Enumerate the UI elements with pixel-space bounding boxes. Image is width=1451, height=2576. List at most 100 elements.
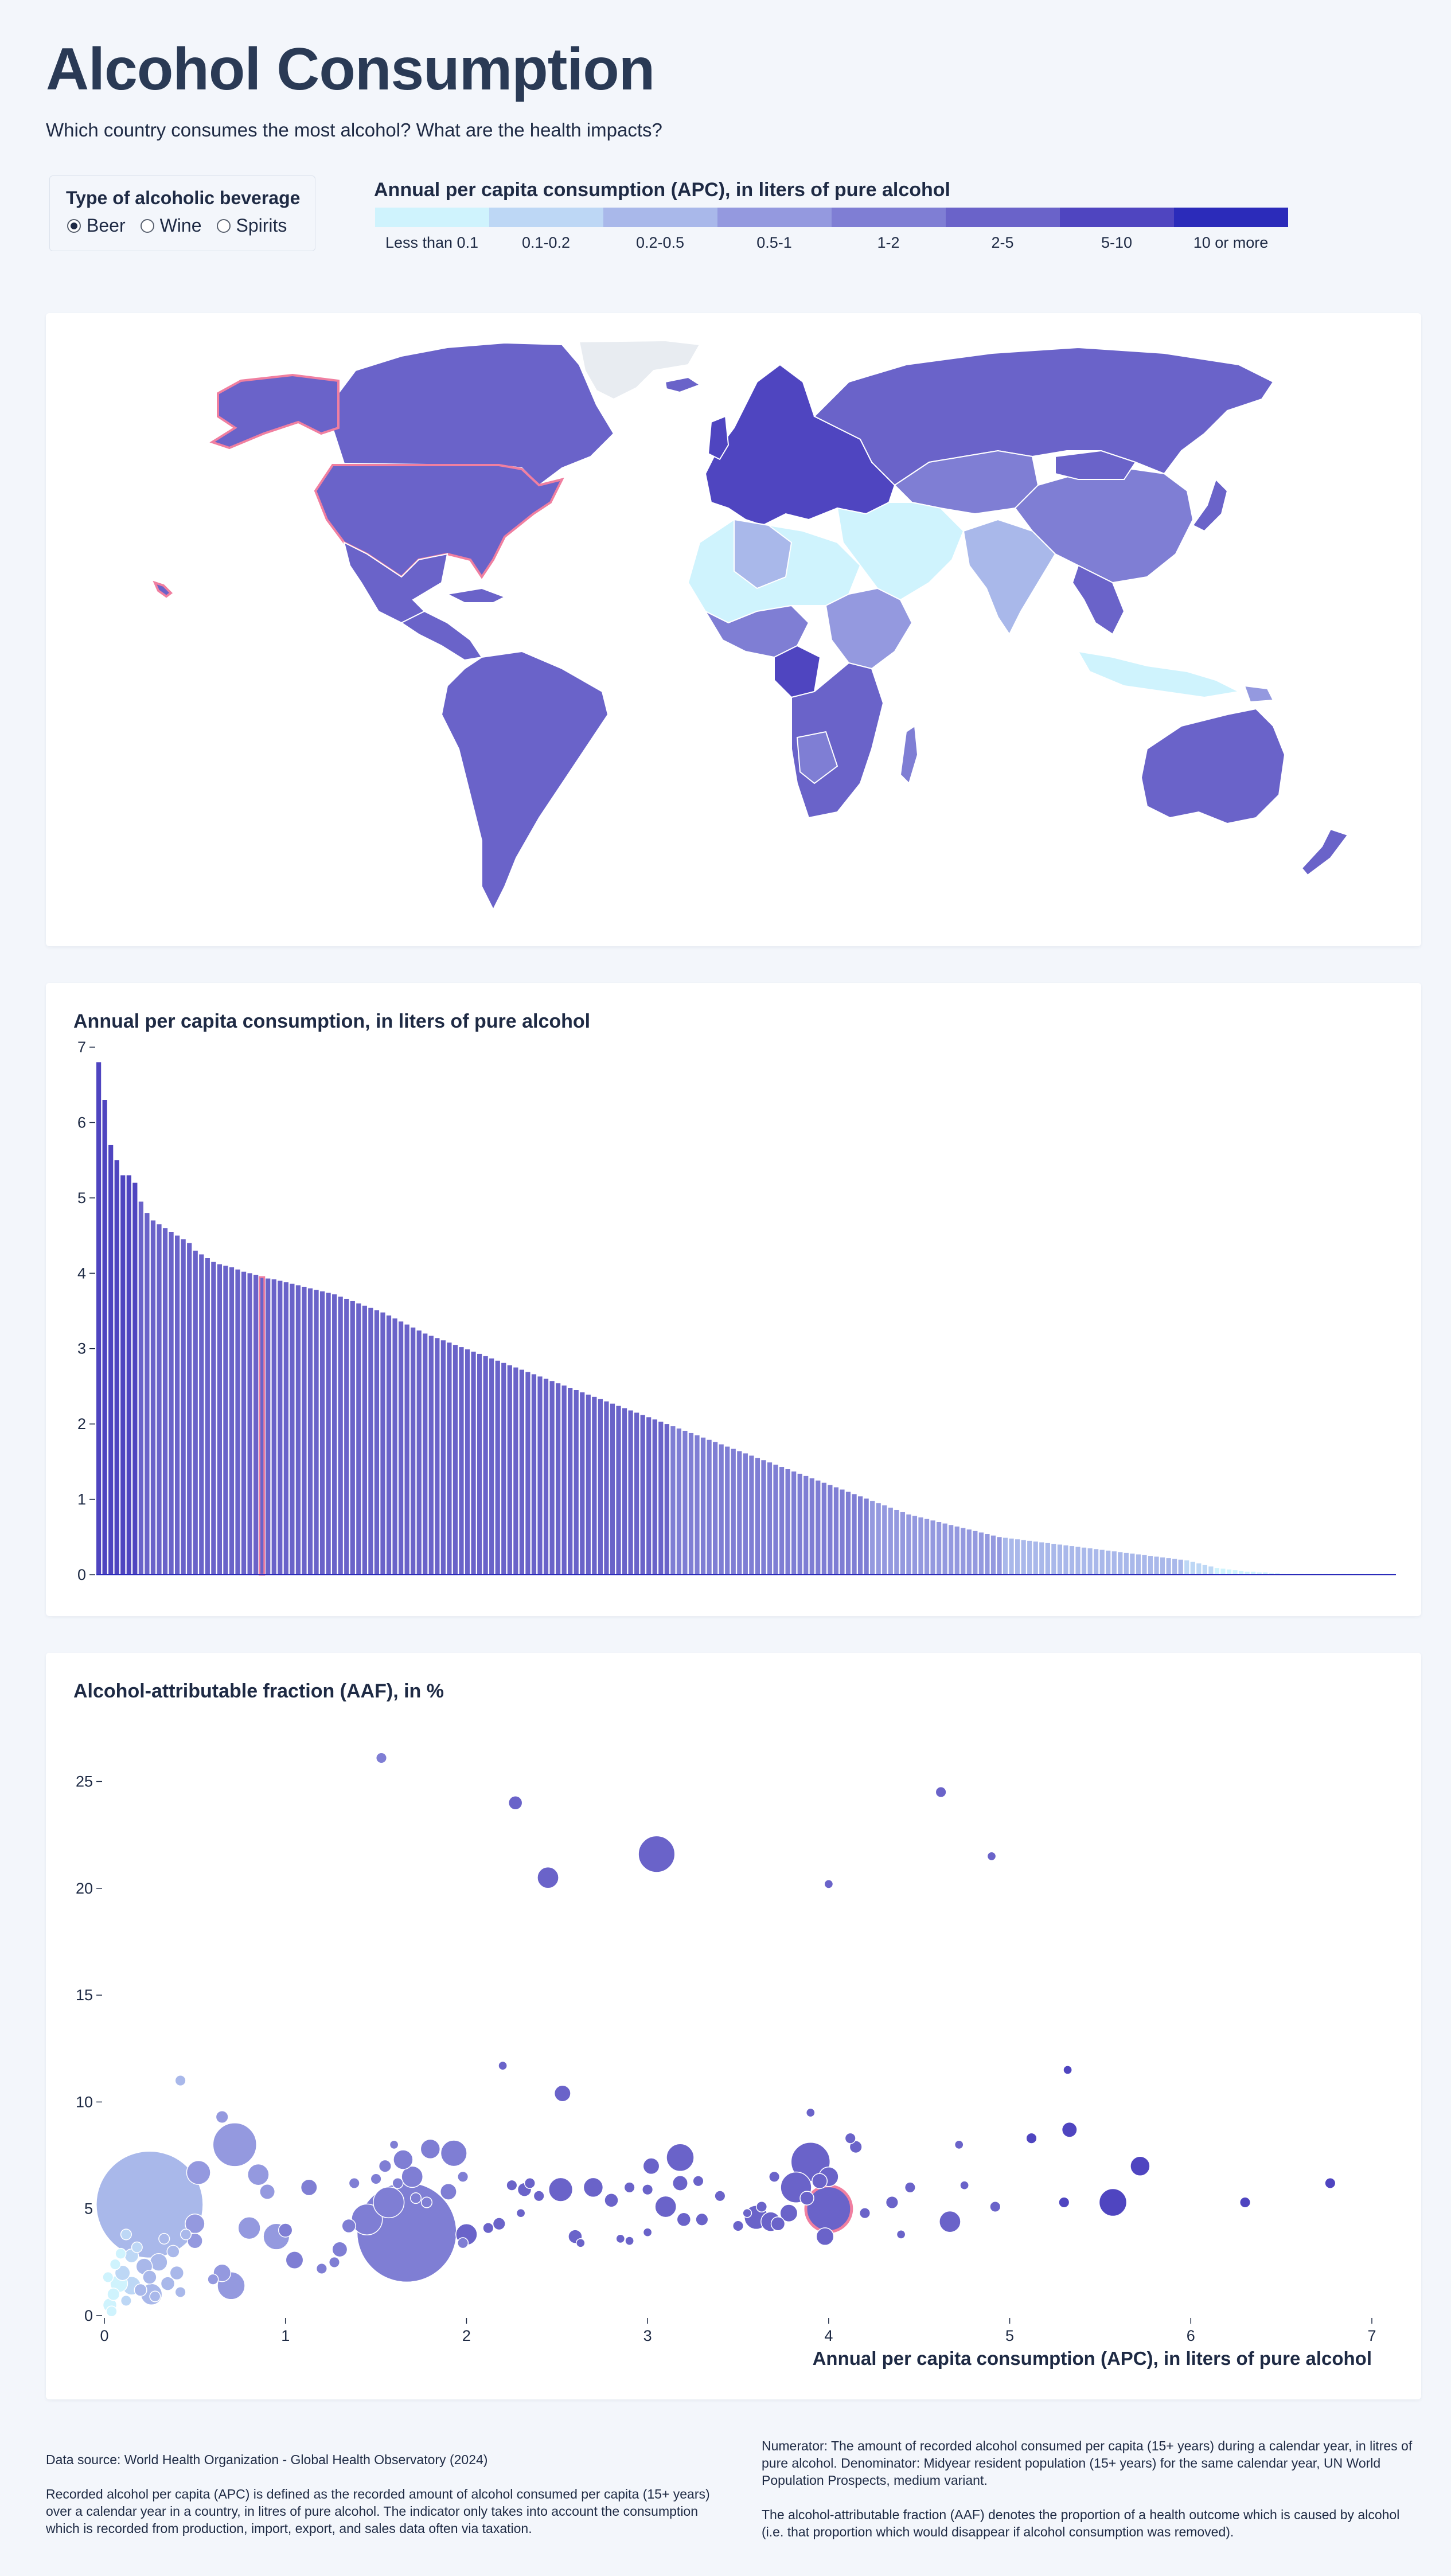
bubble[interactable] [954, 2140, 964, 2150]
bar[interactable] [580, 1392, 585, 1575]
bar[interactable] [241, 1271, 247, 1575]
bubble[interactable] [375, 1752, 388, 1764]
bubble[interactable] [134, 2283, 147, 2297]
bar[interactable] [616, 1406, 621, 1575]
bar[interactable] [217, 1264, 223, 1575]
radio-wine-indicator[interactable] [140, 218, 154, 233]
bubble[interactable] [114, 2265, 131, 2281]
bar[interactable] [1142, 1555, 1147, 1575]
bar[interactable] [821, 1482, 826, 1575]
bar[interactable] [362, 1305, 367, 1575]
bar[interactable] [447, 1342, 452, 1575]
bubble-highlighted[interactable] [804, 2184, 853, 2234]
bubble[interactable] [904, 2181, 916, 2193]
bar[interactable] [1033, 1541, 1038, 1575]
bar[interactable] [592, 1396, 597, 1575]
bubble[interactable] [207, 2273, 219, 2285]
bar[interactable] [374, 1310, 380, 1575]
bar[interactable] [761, 1460, 766, 1575]
bubble[interactable] [186, 2232, 203, 2249]
bar[interactable] [628, 1410, 633, 1575]
bubble[interactable] [169, 2265, 185, 2281]
bar[interactable] [319, 1291, 325, 1575]
bubble[interactable] [714, 2190, 726, 2202]
bar[interactable] [392, 1318, 397, 1575]
bubble[interactable] [393, 2149, 414, 2170]
bubble[interactable] [666, 2143, 695, 2172]
radio-beer[interactable]: Beer [67, 215, 126, 236]
bubble[interactable] [212, 2122, 258, 2167]
bar[interactable] [495, 1360, 500, 1575]
map-region-central-america[interactable] [400, 610, 483, 661]
bar[interactable] [1003, 1537, 1008, 1575]
bubble[interactable] [849, 2140, 863, 2154]
bubble[interactable] [769, 2171, 781, 2183]
bubble[interactable] [1058, 2196, 1070, 2208]
bar[interactable] [229, 1267, 235, 1575]
map-country-madagascar[interactable] [899, 725, 919, 784]
bar[interactable] [785, 1469, 790, 1575]
map-region-middle-east[interactable] [836, 502, 965, 601]
bubble[interactable] [120, 2228, 132, 2241]
map-region-south-america[interactable] [440, 650, 609, 911]
bar[interactable] [803, 1476, 809, 1575]
bubble[interactable] [1098, 2188, 1128, 2217]
bubble[interactable] [439, 2183, 457, 2200]
bubble[interactable] [939, 2210, 961, 2233]
bar[interactable] [423, 1333, 428, 1575]
bar[interactable] [961, 1528, 966, 1575]
bar[interactable] [96, 1062, 102, 1575]
bar[interactable] [664, 1424, 669, 1575]
bar[interactable] [199, 1254, 204, 1575]
bubble[interactable] [533, 2190, 545, 2202]
bubble[interactable] [755, 2200, 768, 2213]
bubble[interactable] [373, 2186, 405, 2219]
bubble[interactable] [742, 2208, 752, 2218]
bar[interactable] [713, 1442, 718, 1575]
bar[interactable] [1251, 1571, 1256, 1575]
bar[interactable] [537, 1376, 543, 1575]
bar[interactable] [501, 1363, 506, 1575]
bar[interactable] [640, 1415, 645, 1575]
bar[interactable] [549, 1381, 555, 1575]
bar[interactable] [271, 1279, 276, 1575]
bar[interactable] [1172, 1559, 1177, 1575]
bubble[interactable] [440, 2140, 467, 2167]
bubble[interactable] [692, 2175, 704, 2187]
bar[interactable] [1245, 1571, 1250, 1575]
bubble[interactable] [623, 2181, 635, 2193]
bar[interactable] [1027, 1540, 1032, 1575]
bar[interactable] [1124, 1552, 1129, 1575]
bar[interactable] [1045, 1543, 1050, 1575]
bubble[interactable] [732, 2220, 744, 2232]
bar[interactable] [1015, 1539, 1020, 1575]
bar[interactable] [398, 1321, 404, 1575]
bubble[interactable] [158, 2232, 170, 2245]
bubble[interactable] [180, 2228, 192, 2241]
bar[interactable] [283, 1282, 288, 1575]
bubble[interactable] [1061, 2121, 1078, 2138]
bar[interactable] [344, 1298, 349, 1575]
bar[interactable] [670, 1426, 676, 1575]
bar[interactable] [338, 1297, 343, 1575]
bubble[interactable] [186, 2160, 211, 2185]
bar[interactable] [791, 1471, 797, 1575]
bubble[interactable] [695, 2212, 709, 2226]
bar[interactable] [816, 1480, 821, 1575]
bubble[interactable] [642, 2184, 654, 2196]
bar[interactable] [949, 1525, 954, 1575]
bubble[interactable] [885, 2195, 899, 2210]
map-country-papua-new-guinea[interactable] [1243, 685, 1274, 703]
bubble[interactable] [120, 2294, 132, 2306]
bar[interactable] [332, 1294, 337, 1575]
bar[interactable] [247, 1273, 252, 1575]
bubble[interactable] [672, 2175, 688, 2191]
bar[interactable] [253, 1274, 259, 1575]
bubble[interactable] [492, 2217, 506, 2231]
bar[interactable] [1087, 1548, 1093, 1575]
bar[interactable] [1269, 1573, 1274, 1575]
bubble[interactable] [516, 2208, 526, 2218]
bubble[interactable] [389, 2140, 399, 2150]
bar[interactable] [1136, 1554, 1141, 1575]
bar[interactable] [519, 1369, 524, 1575]
